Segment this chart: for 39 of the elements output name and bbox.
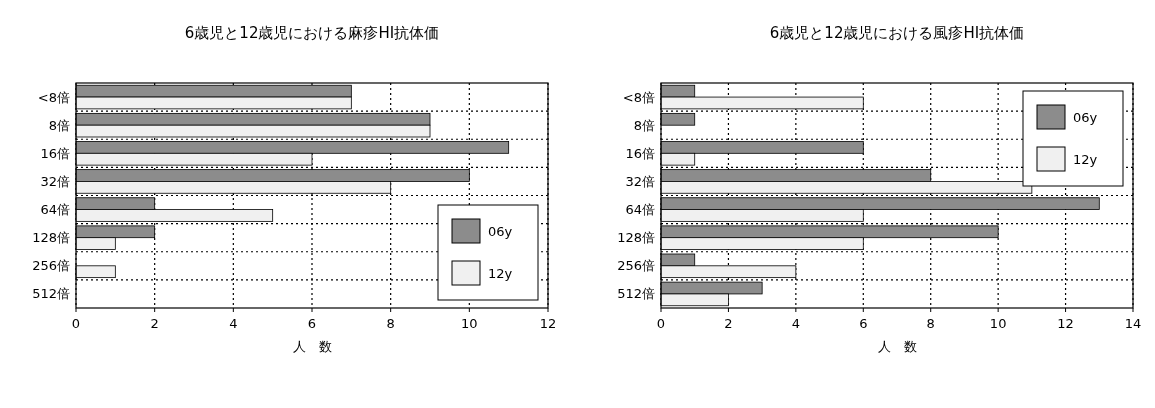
y-tick-label: 32倍 [625, 173, 655, 189]
x-tick-label: 12 [1057, 316, 1074, 331]
x-tick-label: 10 [989, 316, 1007, 331]
y-tick-label: 8倍 [633, 117, 655, 133]
x-tick-label: 12 [539, 316, 557, 331]
y-tick-label: 512倍 [617, 286, 655, 302]
x-axis-title: 人 数 [877, 339, 917, 354]
x-tick-label: 14 [1124, 316, 1142, 331]
x-tick-label: 8 [386, 316, 395, 331]
x-tick-label: 6 [307, 316, 317, 331]
x-tick-label: 4 [229, 316, 238, 331]
y-tick-label: 256倍 [32, 258, 70, 274]
y-tick-label: 512倍 [32, 286, 70, 302]
y-tick-label: 8倍 [48, 117, 70, 133]
y-tick-label: 64倍 [40, 202, 70, 218]
x-tick-label: 0 [71, 316, 81, 331]
x-tick-label: 2 [724, 316, 733, 331]
y-tick-label: <8倍 [622, 89, 655, 105]
x-tick-label: 8 [926, 316, 935, 331]
legend-label: 12y [488, 265, 513, 281]
y-tick-label: 16倍 [625, 145, 655, 161]
x-tick-label: 4 [791, 316, 800, 331]
x-axis-title: 人 数 [292, 339, 332, 354]
y-tick-label: 128倍 [617, 230, 655, 246]
y-tick-label: 16倍 [40, 145, 70, 161]
legend-label: 06y [1073, 109, 1098, 125]
x-tick-label: 2 [150, 316, 159, 331]
chart-title: 6歳児と12歳児における麻疹HI抗体価 [184, 24, 440, 42]
x-tick-label: 10 [461, 316, 478, 331]
legend-label: 12y [1073, 151, 1098, 167]
y-tick-label: 32倍 [40, 173, 70, 189]
y-tick-label: 256倍 [617, 258, 655, 274]
y-tick-label: <8倍 [37, 89, 70, 105]
x-tick-label: 6 [859, 316, 868, 331]
chart-title: 6歳児と12歳児における風疹HI抗体価 [769, 24, 1025, 42]
y-tick-label: 64倍 [625, 202, 655, 218]
y-tick-label: 128倍 [32, 230, 70, 246]
x-tick-label: 0 [656, 316, 666, 331]
legend-label: 06y [488, 223, 513, 239]
